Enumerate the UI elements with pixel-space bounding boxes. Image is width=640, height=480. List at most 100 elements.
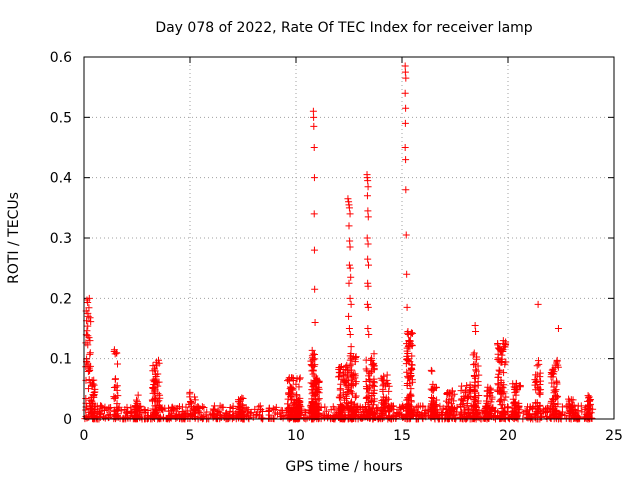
data-point: [429, 380, 437, 388]
data-point: [567, 406, 575, 414]
data-point: [552, 386, 560, 394]
data-point: [403, 380, 411, 388]
data-point: [408, 361, 416, 369]
data-point: [474, 399, 482, 407]
data-point: [190, 406, 198, 414]
data-point: [472, 328, 480, 336]
data-point: [401, 68, 409, 76]
data-point: [497, 388, 505, 396]
data-point: [295, 383, 303, 391]
data-point: [346, 264, 354, 272]
data-point: [536, 401, 544, 409]
data-point: [370, 386, 378, 394]
data-point: [85, 366, 93, 374]
data-point: [345, 204, 353, 212]
data-point: [470, 361, 478, 369]
data-point: [464, 409, 472, 417]
data-point: [196, 414, 204, 422]
data-point: [402, 231, 410, 239]
data-point: [345, 261, 353, 269]
data-point: [365, 261, 373, 269]
data-point: [88, 399, 96, 407]
data-point: [524, 411, 532, 419]
data-point: [553, 393, 561, 401]
data-point: [346, 386, 354, 394]
data-point: [450, 407, 458, 415]
data-point: [111, 375, 119, 383]
data-point: [150, 365, 158, 373]
data-point: [264, 414, 272, 422]
data-point: [567, 396, 575, 404]
data-point: [470, 385, 478, 393]
data-point: [293, 391, 301, 399]
data-point: [365, 331, 373, 339]
data-point: [180, 410, 188, 418]
data-point: [486, 386, 494, 394]
data-point: [309, 356, 317, 364]
data-point: [364, 183, 372, 191]
data-point: [84, 368, 92, 376]
data-point: [341, 378, 349, 386]
data-point: [180, 409, 188, 417]
data-point: [88, 405, 96, 413]
data-point: [494, 340, 502, 348]
data-point: [285, 391, 293, 399]
data-point: [203, 408, 211, 416]
data-point: [547, 414, 555, 422]
data-point: [548, 379, 556, 387]
data-point: [151, 377, 159, 385]
data-point: [310, 210, 318, 218]
data-point: [498, 383, 506, 391]
data-point: [459, 400, 467, 408]
data-point: [495, 345, 503, 353]
data-point: [313, 376, 321, 384]
data-point: [494, 408, 502, 416]
data-point: [379, 382, 387, 390]
data-point: [390, 405, 398, 413]
data-point: [141, 406, 149, 414]
data-point: [497, 395, 505, 403]
data-point: [407, 372, 415, 380]
data-point: [487, 398, 495, 406]
data-point: [402, 186, 410, 194]
data-point: [289, 385, 297, 393]
data-point: [154, 382, 162, 390]
data-point: [370, 389, 378, 397]
data-point: [536, 380, 544, 388]
data-point: [310, 174, 318, 182]
data-point: [347, 300, 355, 308]
data-point: [356, 403, 364, 411]
data-point: [363, 192, 371, 200]
data-point: [90, 381, 98, 389]
data-point: [113, 382, 121, 390]
data-point: [378, 410, 386, 418]
data-point: [510, 383, 518, 391]
data-point: [294, 410, 302, 418]
data-point: [510, 407, 518, 415]
data-point: [337, 380, 345, 388]
data-point: [85, 334, 93, 342]
data-point: [403, 303, 411, 311]
data-point: [497, 379, 505, 387]
data-point: [458, 382, 466, 390]
y-tick-label: 0: [63, 412, 72, 428]
data-point: [462, 386, 470, 394]
data-point: [90, 414, 98, 422]
data-point: [418, 414, 426, 422]
data-point: [347, 343, 355, 351]
data-point: [352, 392, 360, 400]
data-point: [364, 325, 372, 332]
data-point: [315, 395, 323, 403]
data-point: [346, 237, 354, 245]
data-point: [402, 74, 410, 82]
data-point: [311, 393, 319, 401]
data-point: [428, 385, 436, 393]
grid-lines: [84, 57, 614, 419]
data-point: [84, 322, 92, 330]
data-point: [366, 370, 374, 378]
data-point: [294, 405, 302, 413]
data-point: [443, 389, 451, 397]
y-tick-label: 0.1: [50, 352, 72, 368]
y-tick-label: 0.4: [50, 171, 72, 187]
data-point: [362, 377, 370, 385]
